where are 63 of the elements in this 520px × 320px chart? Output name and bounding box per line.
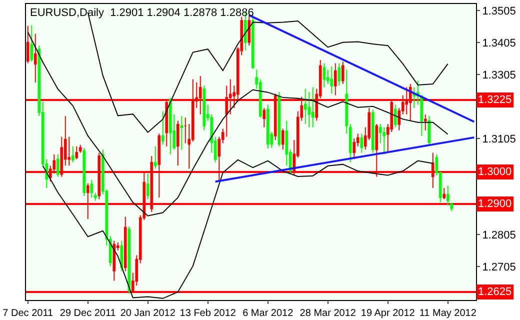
candlestick [266,104,270,150]
candlestick [330,66,334,94]
candlestick [338,62,341,86]
candlestick [281,128,284,150]
candlestick [352,138,356,160]
candlestick [311,86,314,128]
candlestick [124,216,127,272]
candlestick [168,97,172,155]
candlestick [161,110,164,146]
chart-title: EURUSD,Daily 1.2901 1.2904 1.2878 1.2886 [30,7,254,19]
candlestick [71,146,74,163]
candlestick [128,226,131,294]
candlestick [251,14,254,70]
candlestick [90,180,94,198]
x-tick-label: 28 Mar 2012 [300,308,356,319]
candlestick [176,120,180,166]
candlestick [428,116,431,146]
candlestick [341,61,344,84]
ref-line-label: 1.2625 [478,286,512,298]
candlestick [112,240,116,282]
candlestick [262,108,266,128]
ref-line-label: 1.2900 [478,198,512,210]
x-tick-label: 29 Dec 2011 [60,308,116,319]
candlestick [180,116,184,150]
candlestick [394,104,397,128]
candlestick [382,126,386,155]
candlestick [75,146,78,160]
candlestick [26,25,30,64]
candlestick [322,62,326,88]
candlestick [78,144,82,154]
candlestick [348,124,352,163]
candlestick [202,85,206,131]
ref-line-label: 1.3000 [478,166,512,178]
x-tick-label: 20 Jan 2012 [120,308,176,319]
x-tick-label: 6 Mar 2012 [242,308,294,319]
candlestick [424,114,427,131]
candlestick [248,14,251,46]
candlestick [360,133,364,154]
y-tick-label: 1.3505 [482,5,516,18]
x-tick-label: 11 May 2012 [419,308,477,319]
y-tick-label: 1.2705 [482,261,516,274]
candlestick [304,88,307,124]
y-tick-label: 1.3105 [482,133,516,146]
candlestick [30,24,34,62]
ref-line-label: 1.3225 [478,94,512,106]
candlestick [442,188,446,200]
y-tick-label: 1.3305 [482,69,516,82]
candlestick [82,148,86,196]
candlestick [154,146,157,170]
x-tick-label: 13 Feb 2012 [180,308,236,319]
candlestick [120,240,124,272]
candlestick [94,192,97,202]
y-tick-label: 1.3405 [482,37,516,50]
candlestick [345,69,348,134]
candlestick [56,154,60,178]
y-tick-label: 1.2805 [482,229,516,242]
candlestick [34,33,37,83]
x-tick-label: 7 Dec 2011 [2,308,54,319]
candlestick [278,92,281,147]
candlestick [334,62,337,96]
candlestick [371,109,374,154]
x-tick-label: 19 Apr 2012 [360,308,416,319]
candlestick [146,173,150,200]
